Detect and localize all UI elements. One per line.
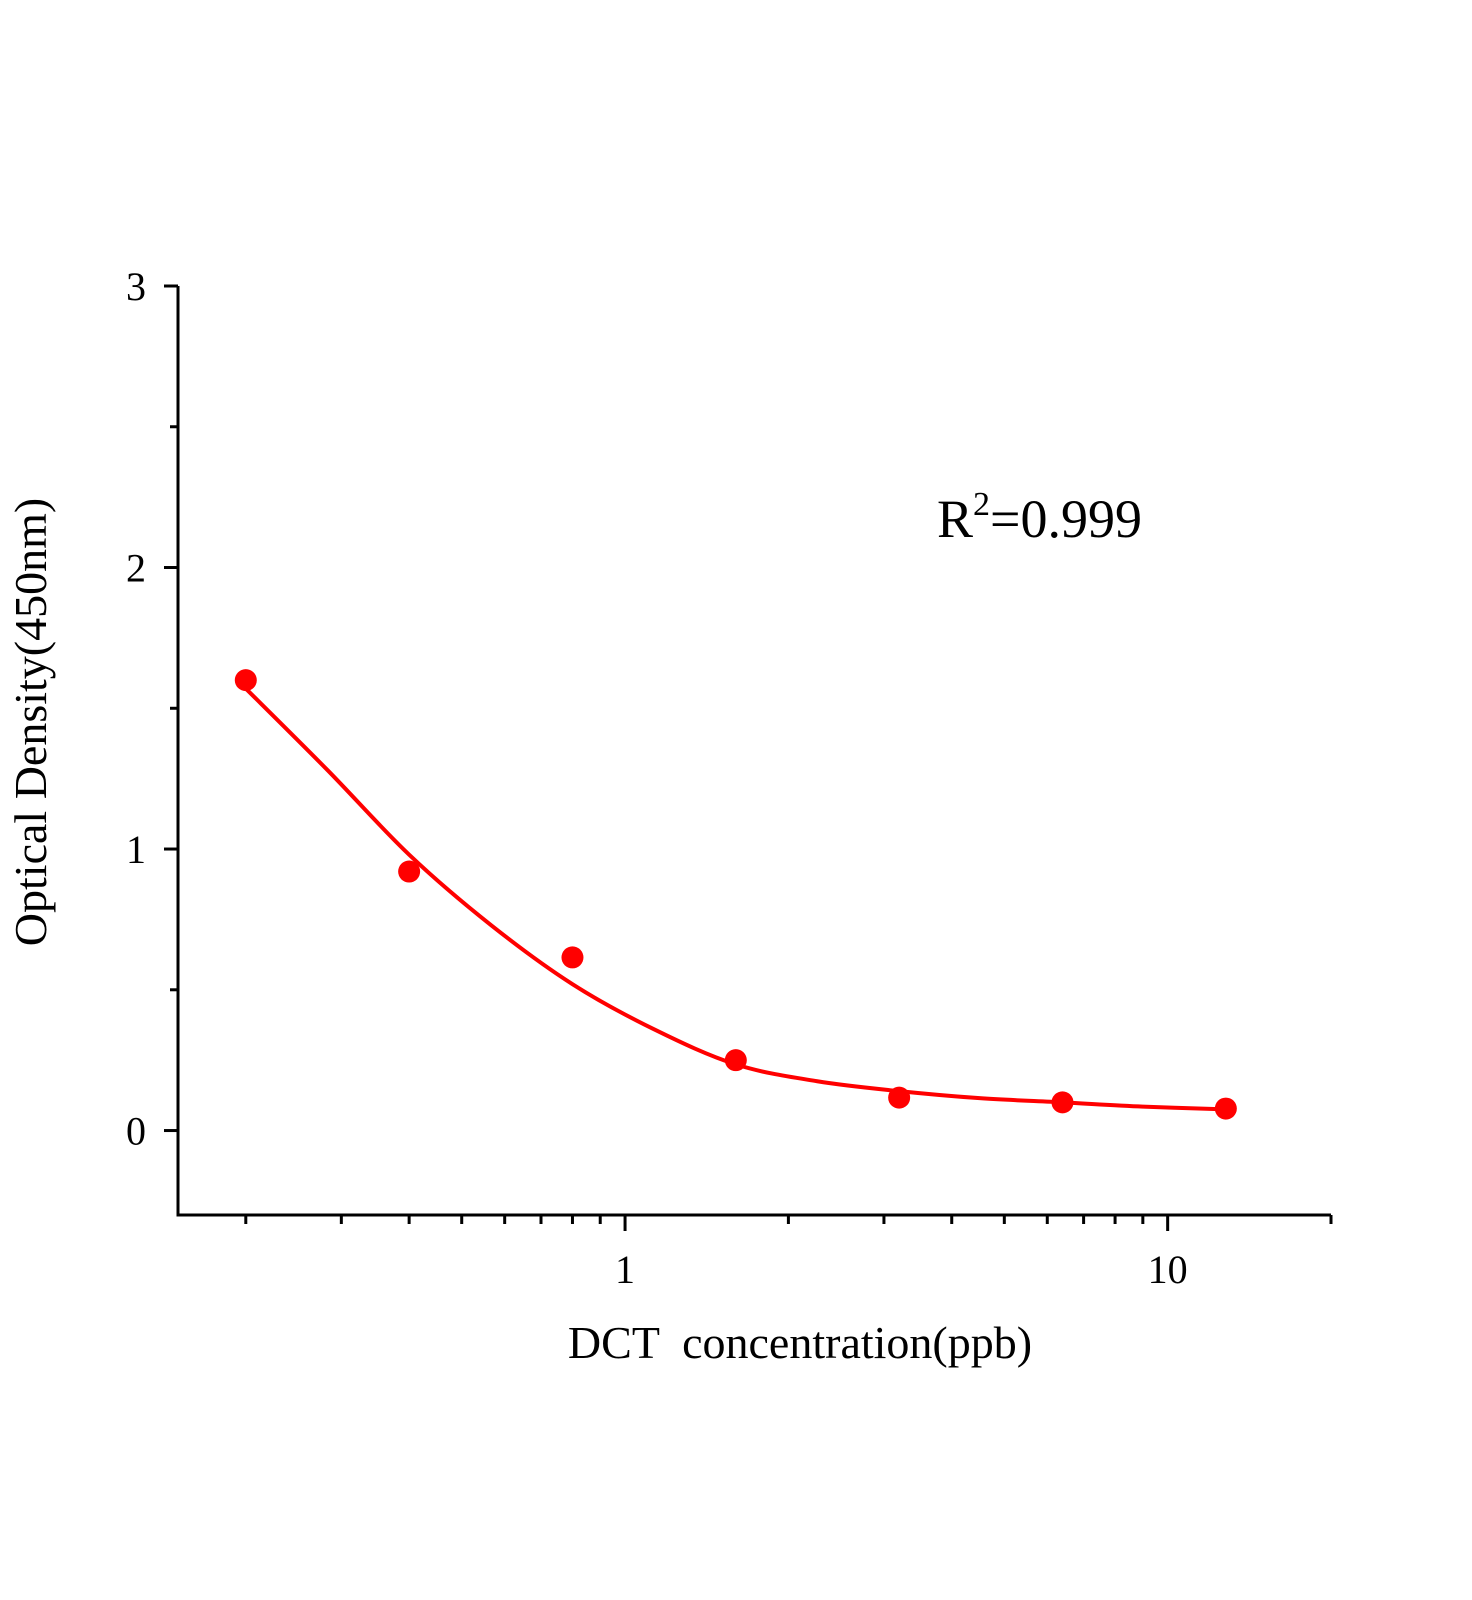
y-tick-label: 3 [126, 264, 146, 309]
data-point [1051, 1091, 1074, 1114]
data-point [724, 1049, 747, 1072]
r-squared-annotation: R2=0.999 [937, 486, 1142, 549]
y-tick-label: 2 [126, 546, 146, 591]
data-point [234, 669, 257, 692]
ticks: 0 1 2 3 1 10 [126, 264, 1333, 1292]
x-axis-title: DCT concentration(ppb) [568, 1317, 1032, 1368]
r-squared-value: =0.999 [990, 489, 1142, 549]
marks [234, 669, 1237, 1120]
y-tick-label: 1 [126, 827, 146, 872]
fit-curve [244, 687, 1226, 1112]
data-point [888, 1086, 911, 1109]
data-point [1214, 1097, 1237, 1120]
data-point [398, 860, 421, 883]
axes [176, 286, 1331, 1217]
r-squared-sup: 2 [973, 486, 990, 523]
x-tick-label: 1 [615, 1247, 635, 1292]
data-point [561, 946, 584, 969]
r-squared-base: R [937, 489, 973, 549]
y-axis-title: Optical Density(450nm) [5, 498, 56, 946]
y-tick-label: 0 [126, 1109, 146, 1154]
x-tick-label: 10 [1148, 1247, 1188, 1292]
